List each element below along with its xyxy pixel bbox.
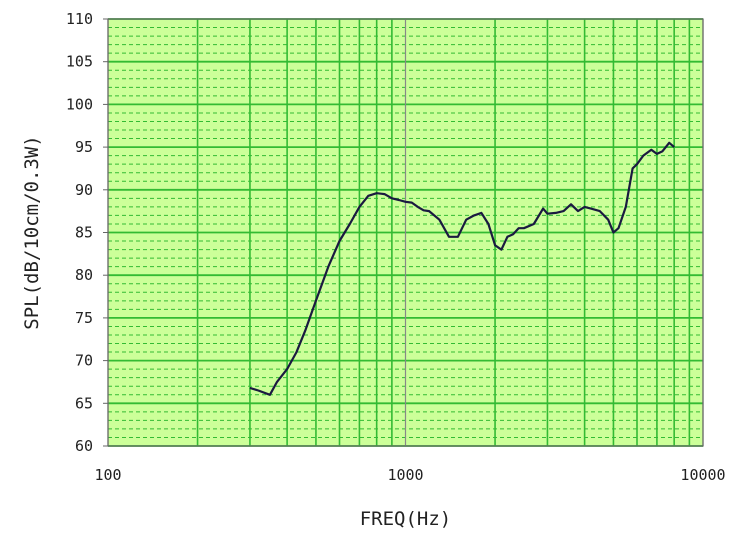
y-tick-label: 60 bbox=[75, 437, 93, 455]
y-tick-label: 90 bbox=[75, 181, 93, 199]
y-tick-label: 65 bbox=[75, 394, 93, 412]
y-tick-label: 70 bbox=[75, 352, 93, 370]
y-tick-label: 95 bbox=[75, 138, 93, 156]
y-tick-label: 105 bbox=[66, 53, 93, 71]
y-tick-label: 110 bbox=[66, 10, 93, 28]
x-tick-label: 1000 bbox=[387, 466, 423, 484]
x-tick-label: 100 bbox=[94, 466, 121, 484]
x-axis-ticks: 100 1000 10000 bbox=[94, 466, 725, 484]
y-tick-label: 80 bbox=[75, 266, 93, 284]
x-tick-label: 10000 bbox=[680, 466, 725, 484]
y-tick-label: 100 bbox=[66, 95, 93, 113]
y-tick-label: 75 bbox=[75, 309, 93, 327]
y-tick-label: 85 bbox=[75, 224, 93, 242]
y-axis-ticks: 60 65 70 75 80 85 90 95 100 105 110 bbox=[66, 10, 108, 455]
spl-response-line bbox=[249, 141, 675, 396]
x-axis-title: FREQ(Hz) bbox=[360, 508, 452, 530]
y-axis-title: SPL(dB/10cm/0.3W) bbox=[21, 135, 43, 329]
